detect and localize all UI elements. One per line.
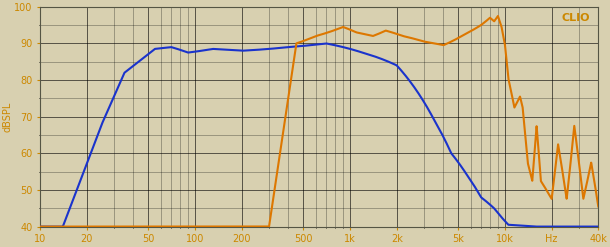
Y-axis label: dBSPL: dBSPL <box>3 102 13 132</box>
Text: CLIO: CLIO <box>561 13 590 23</box>
